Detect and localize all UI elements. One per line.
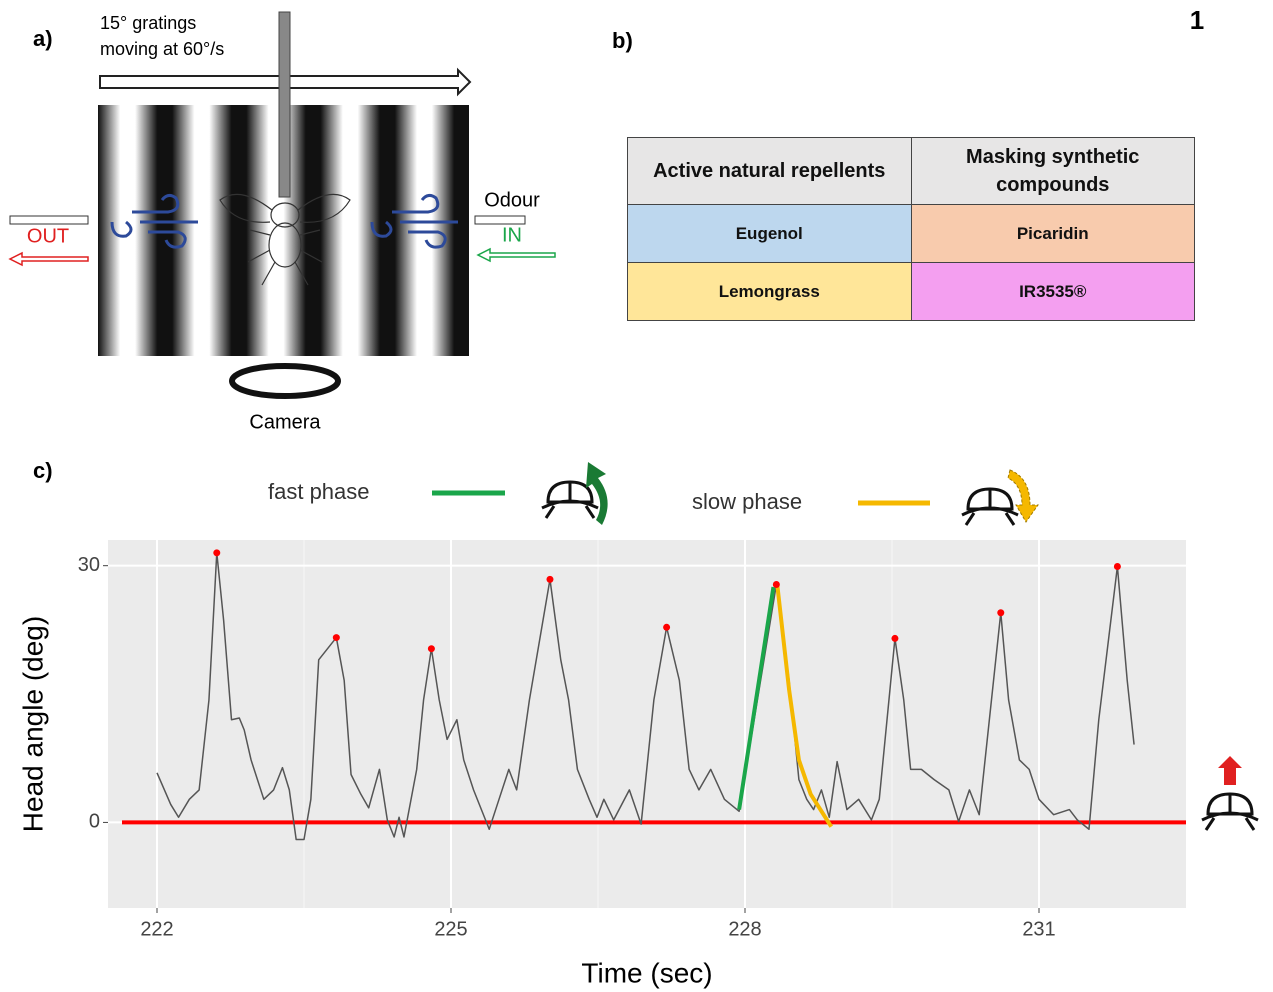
y-axis-label: Head angle (deg): [17, 616, 48, 832]
table-cell: Eugenol: [628, 205, 912, 263]
chart: 0 30 222 225 228 231 Time (sec) Head angle (deg…: [17, 479, 1186, 989]
x-tick-label: 222: [140, 918, 173, 940]
y-tick-label: 0: [89, 811, 100, 833]
rotation-arrow: [1008, 470, 1038, 522]
legend-label: fast phase: [268, 479, 370, 504]
x-axis-label: Time (sec): [581, 957, 712, 988]
peak-point: [891, 635, 898, 642]
stimulus-text: moving at 60°/s: [100, 39, 224, 59]
inlet: [475, 216, 525, 224]
peak-point: [213, 549, 220, 556]
peak-point: [997, 609, 1004, 616]
stimulus-text: 15° gratings: [100, 13, 196, 33]
reference-arrow: [1218, 756, 1242, 785]
table-cell: Masking synthetic compounds: [911, 138, 1195, 205]
table-row: LemongrassIR3535®: [628, 263, 1195, 321]
peak-point: [663, 624, 670, 631]
odour-label: Odour: [484, 189, 540, 211]
camera-icon: [232, 366, 338, 396]
panel-label: a): [33, 26, 53, 51]
panel-label: c): [33, 458, 53, 483]
camera-label: Camera: [249, 411, 321, 433]
table-cell: IR3535®: [911, 263, 1195, 321]
panel-label: b): [612, 28, 633, 53]
table-cell: Picaridin: [911, 205, 1195, 263]
tether-rod: [279, 12, 290, 197]
table-row: Active natural repellentsMasking synthet…: [628, 138, 1195, 205]
head-icon: [1202, 794, 1258, 830]
peak-point: [333, 634, 340, 641]
in-arrow: [478, 249, 555, 261]
peak-point: [428, 645, 435, 652]
head-icon: [962, 489, 1018, 525]
in-label: IN: [502, 224, 522, 246]
peak-point: [546, 576, 553, 583]
y-tick-label: 30: [78, 554, 100, 576]
outlet: [10, 216, 88, 224]
peak-point: [773, 581, 780, 588]
plot-area: [108, 540, 1186, 908]
x-tick-label: 231: [1022, 918, 1055, 940]
table-row: EugenolPicaridin: [628, 205, 1195, 263]
head-icon: [542, 482, 598, 518]
out-arrow: [10, 253, 88, 265]
legend-label: slow phase: [692, 489, 802, 514]
out-label: OUT: [27, 225, 69, 247]
table-cell: Active natural repellents: [628, 138, 912, 205]
table-cell: Lemongrass: [628, 263, 912, 321]
peak-point: [1114, 563, 1121, 570]
repellent-table: Active natural repellentsMasking synthet…: [627, 137, 1195, 321]
figure-number: 1: [1190, 5, 1204, 35]
x-tick-label: 225: [434, 918, 467, 940]
x-tick-label: 228: [728, 918, 761, 940]
